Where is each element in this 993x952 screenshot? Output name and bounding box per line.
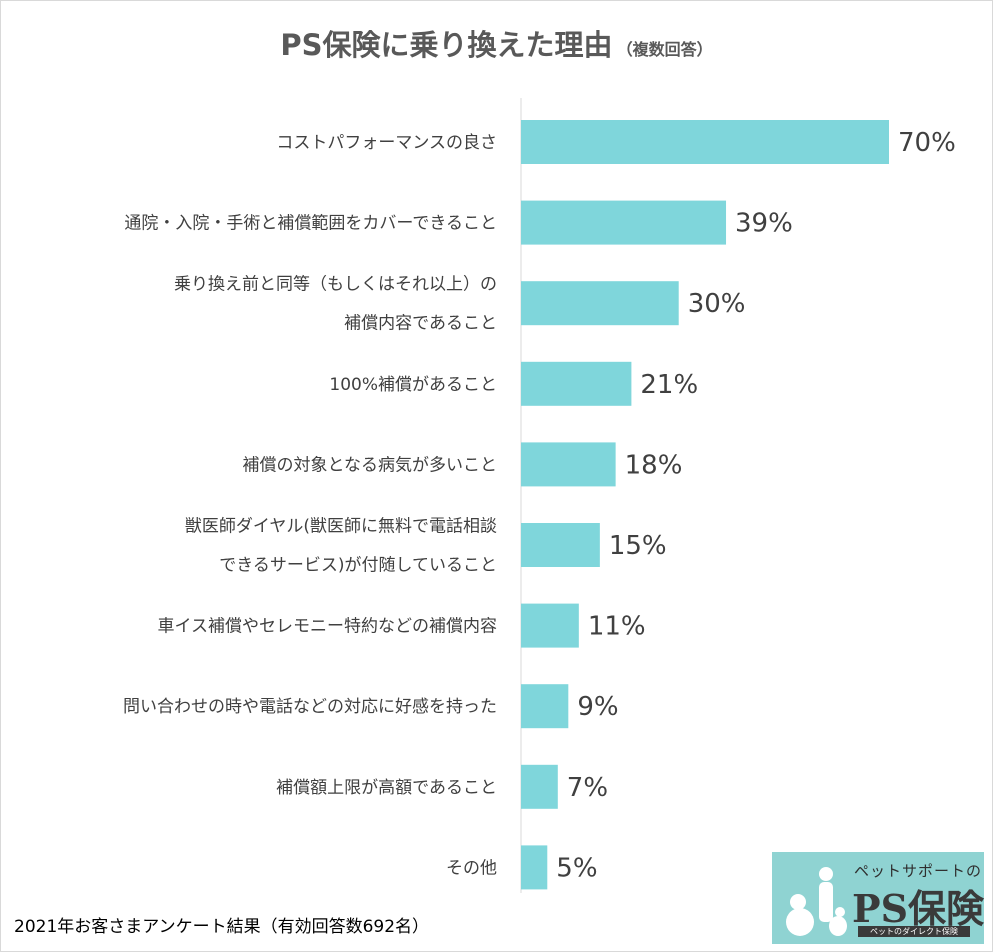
bar (521, 684, 569, 729)
chart-title: PS保険に乗り換えた理由 （複数回答） (0, 22, 993, 64)
chart-title-text: PS保険に乗り換えた理由 (280, 28, 613, 62)
data-label: 30% (688, 289, 746, 319)
category-label: 補償の対象となる病気が多いこと (243, 455, 498, 475)
bar (521, 764, 558, 809)
data-label: 15% (609, 531, 667, 561)
bar (521, 845, 548, 890)
data-label: 18% (625, 450, 683, 480)
bar (521, 361, 632, 406)
category-label: 車イス補償やセレモニー特約などの補償内容 (158, 617, 498, 637)
logo-brand-name: PS保険 (852, 886, 985, 931)
category-label: できるサービス)が付随していること (219, 556, 497, 576)
data-label: 7% (567, 773, 608, 803)
bar (521, 120, 889, 164)
category-label: 乗り換え前と同等（もしくはそれ以上）の (174, 275, 497, 295)
bar (521, 200, 727, 245)
bar (521, 281, 679, 326)
survey-footnote: 2021年お客さまアンケート結果（有効回答数692名） (14, 917, 430, 937)
bar (521, 603, 579, 648)
category-label: 獣医師ダイヤル(獣医師に無料で電話相談 (185, 517, 497, 537)
pet-silhouette-icon (786, 867, 847, 936)
category-label: 補償額上限が高額であること (276, 778, 497, 798)
data-label: 39% (735, 209, 793, 239)
ps-insurance-logo: ペットサポートの PS保険 ペットのダイレクト保険 (772, 852, 984, 944)
bar (521, 442, 616, 487)
category-label: 100%補償があること (329, 375, 497, 395)
data-label: 9% (577, 692, 618, 722)
category-label: 問い合わせの時や電話などの対応に好感を持った (123, 697, 497, 717)
category-label: コストパフォーマンスの良さ (276, 133, 497, 153)
logo-subtitle: ペットのダイレクト保険 (858, 926, 970, 937)
data-label: 70% (898, 128, 956, 158)
category-label: その他 (446, 858, 497, 878)
chart-title-note: （複数回答） (616, 40, 713, 59)
data-label: 11% (588, 612, 646, 642)
data-label: 5% (556, 853, 597, 883)
data-label: 21% (640, 370, 698, 400)
category-label: 通院・入院・手術と補償範囲をカバーできること (124, 214, 497, 234)
logo-tagline: ペットサポートの (854, 862, 983, 880)
bar (521, 523, 600, 567)
category-label: 補償内容であること (344, 314, 497, 334)
